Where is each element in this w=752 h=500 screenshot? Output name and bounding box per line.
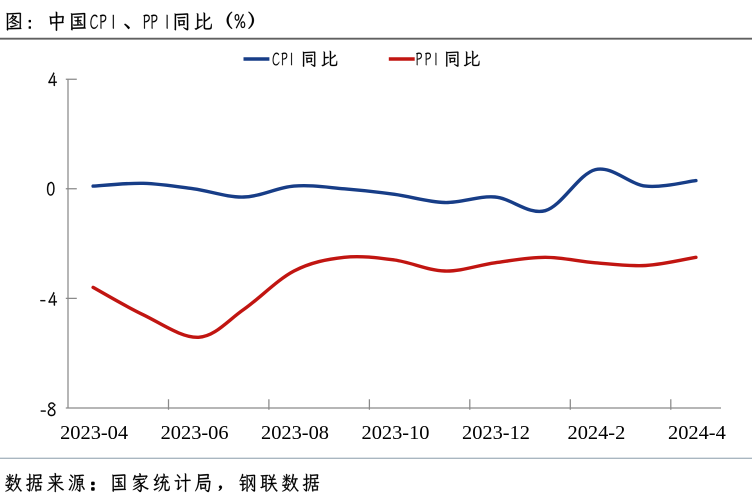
svg-text:2024-2: 2024-2 (568, 422, 626, 444)
svg-text:2024-4: 2024-4 (668, 422, 726, 444)
svg-text:2023-10: 2023-10 (362, 422, 430, 444)
svg-text:2023-04: 2023-04 (60, 422, 128, 444)
svg-text:2023-06: 2023-06 (161, 422, 229, 444)
svg-text:2023-08: 2023-08 (261, 422, 329, 444)
svg-text:2023-12: 2023-12 (462, 422, 530, 444)
